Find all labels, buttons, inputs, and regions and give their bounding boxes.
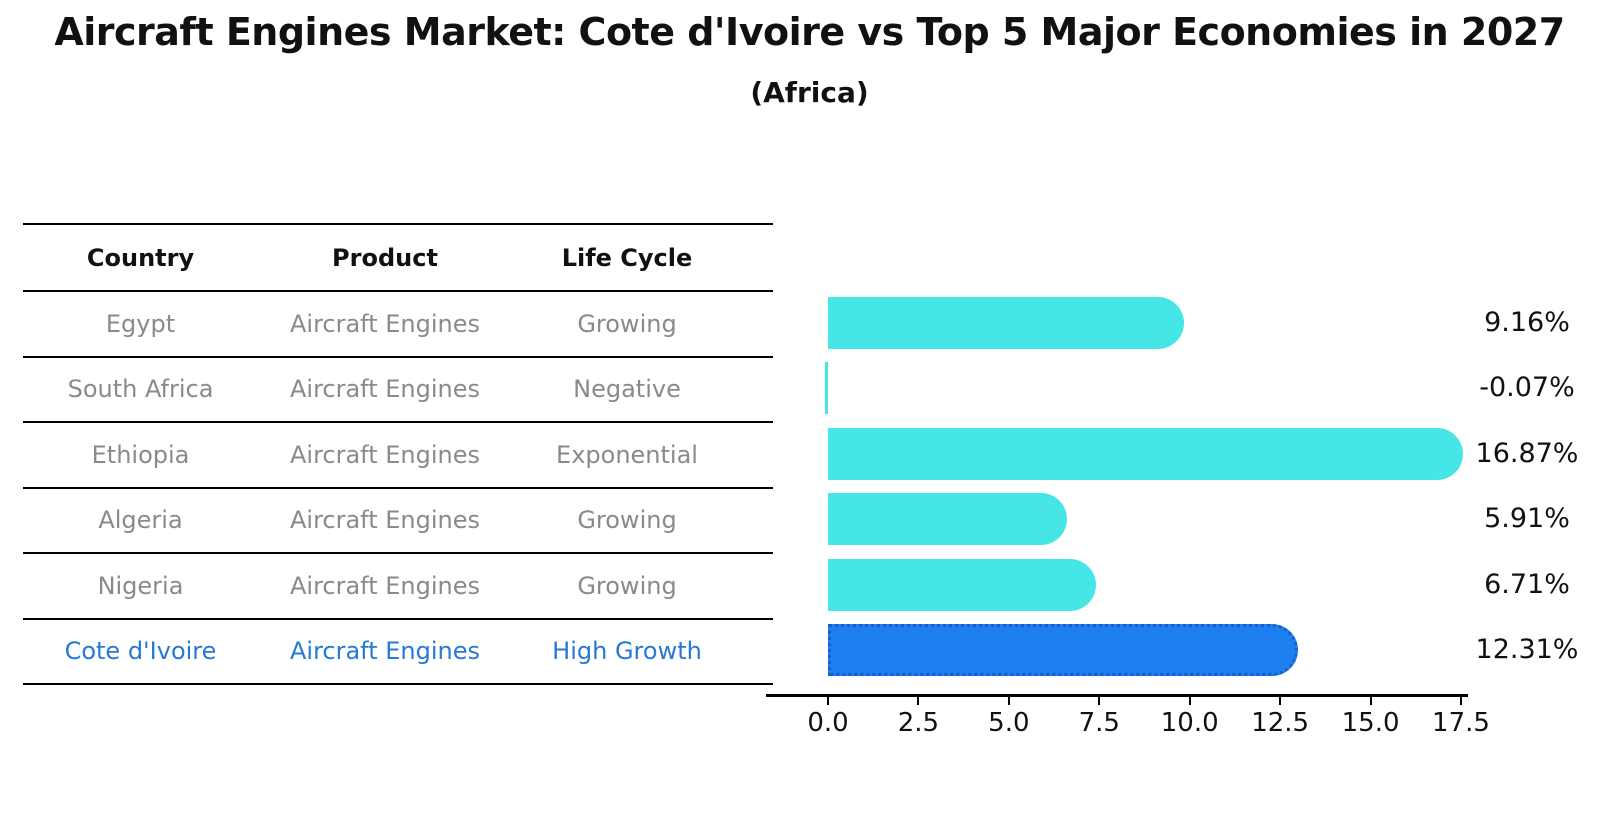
header-product: Product [332, 243, 438, 272]
x-axis-tick-label: 5.0 [988, 708, 1030, 738]
table-row: Nigeria Aircraft Engines Growing [23, 554, 773, 620]
table-cell-life-cycle: Growing [577, 571, 677, 600]
chart-title: Aircraft Engines Market: Cote d'Ivoire v… [54, 10, 1565, 54]
x-axis-tick [827, 696, 829, 705]
x-axis-tick-label: 15.0 [1341, 708, 1400, 738]
summary-table: Country Product Life Cycle Egypt Aircraf… [23, 223, 773, 685]
x-axis-tick [1098, 696, 1101, 705]
table-cell-life-cycle: High Growth [552, 637, 702, 666]
x-axis-tick-label: 7.5 [1078, 708, 1120, 738]
table-row: South Africa Aircraft Engines Negative [23, 358, 773, 423]
x-axis-tick [1460, 696, 1462, 705]
x-axis-tick-label: 17.5 [1432, 708, 1490, 738]
x-axis-line [766, 694, 1468, 697]
bar-value-label: 9.16% [1484, 306, 1570, 338]
chart-bar [828, 296, 1185, 349]
x-axis-tick [1369, 696, 1372, 705]
chart-subtitle: (Africa) [750, 76, 869, 109]
table-header-row: Country Product Life Cycle [23, 225, 773, 292]
table-row: Ethiopia Aircraft Engines Exponential [23, 423, 773, 489]
table-cell-country: South Africa [67, 375, 214, 404]
x-axis-tick-label: 0.0 [807, 708, 849, 738]
table-cell-country: Egypt [105, 309, 176, 338]
table-cell-life-cycle: Growing [577, 309, 677, 338]
x-axis-tick [1188, 696, 1191, 705]
chart-bar [825, 362, 828, 415]
bar-value-label: -0.07% [1479, 372, 1575, 404]
bar-value-label: 16.87% [1475, 437, 1579, 469]
x-axis-tick-label: 2.5 [897, 708, 940, 738]
table-row: Algeria Aircraft Engines Growing [23, 489, 773, 554]
table-cell-country: Cote d'Ivoire [64, 637, 217, 666]
table-cell-country: Nigeria [97, 571, 184, 600]
bar-value-label: 6.71% [1484, 568, 1570, 600]
bar-value-label: 5.91% [1484, 503, 1570, 535]
chart-bar [828, 493, 1067, 546]
table-row: Egypt Aircraft Engines Growing [23, 292, 773, 358]
x-axis-tick [1279, 696, 1282, 705]
table-cell-product: Aircraft Engines [289, 571, 481, 600]
table-body: Egypt Aircraft Engines Growing South Afr… [23, 292, 773, 685]
table-cell-life-cycle: Exponential [556, 440, 698, 469]
chart-bar [828, 624, 1299, 677]
table-cell-country: Ethiopia [91, 440, 190, 469]
table-cell-product: Aircraft Engines [289, 440, 481, 469]
x-axis-tick [1007, 696, 1010, 705]
x-axis-tick-label: 12.5 [1251, 708, 1310, 738]
table-cell-product: Aircraft Engines [289, 637, 481, 666]
table-row: Cote d'Ivoire Aircraft Engines High Grow… [23, 620, 773, 685]
header-life-cycle: Life Cycle [561, 243, 693, 272]
table-cell-life-cycle: Growing [577, 506, 677, 535]
table-cell-country: Algeria [98, 506, 183, 535]
table-cell-product: Aircraft Engines [289, 309, 481, 338]
x-axis-tick [917, 696, 920, 705]
header-country: Country [86, 243, 195, 272]
table-cell-life-cycle: Negative [573, 375, 681, 404]
chart-bar [828, 427, 1464, 480]
x-axis-tick-label: 10.0 [1160, 708, 1219, 738]
table-cell-product: Aircraft Engines [289, 506, 481, 535]
bar-value-label: 12.31% [1475, 634, 1579, 666]
table-cell-product: Aircraft Engines [289, 375, 481, 404]
chart-bar [828, 558, 1096, 611]
